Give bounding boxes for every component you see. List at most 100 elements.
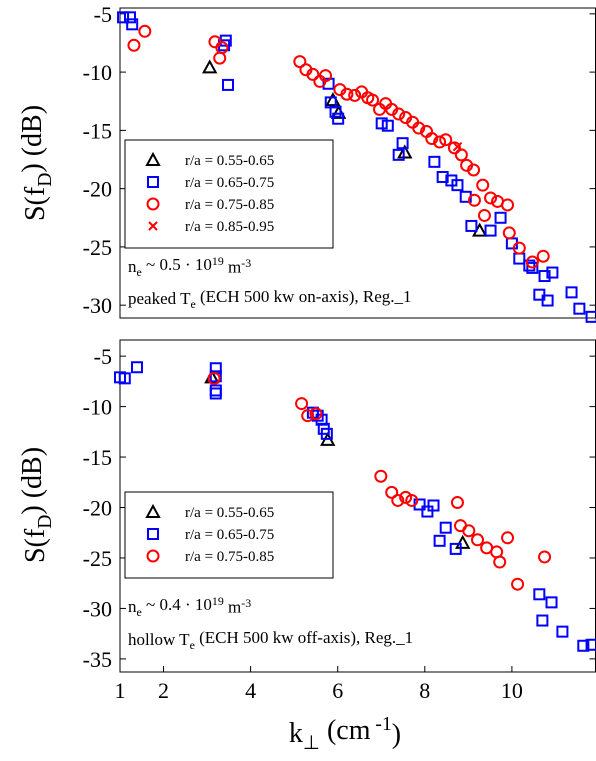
annotation: hollow Te (ECH 500 kw off-axis), Reg._1 [128,628,413,652]
circle-marker [309,407,323,421]
circle-marker [385,485,399,499]
annotation-part: e [137,605,142,619]
circle-marker [476,178,490,192]
triangle-marker [325,91,341,107]
circle-marker [138,24,152,38]
square-marker [538,270,551,283]
circle-marker [538,550,552,564]
annotation-part: m [224,598,241,617]
y-axis-label-part: D [35,173,56,187]
y-tick-label: -20 [83,496,112,521]
square-marker [421,505,434,518]
y-tick-label: -35 [83,647,112,672]
y-tick-label: -25 [83,546,112,571]
circle-marker [340,87,354,101]
square-marker [118,372,131,385]
annotation-part: peaked T [128,289,191,308]
square-marker [585,310,596,323]
circle-marker [405,493,419,507]
circle-marker [467,193,481,207]
triangle-marker [330,104,347,119]
triangle-marker [397,144,413,159]
legend-marker [146,549,160,563]
legend-marker [145,151,161,166]
x-tick-label: 4 [245,678,256,703]
square-marker [209,387,222,400]
panel: -5 -10 -15 -20 -25 -30 r/a = 0.55-0.65 r/a = 0.… [83,2,596,323]
circle-marker [207,371,221,385]
square-marker [546,266,559,279]
y-tick-label: -5 [94,2,112,27]
square-marker [556,625,569,638]
circle-marker [493,555,507,569]
circle-marker [433,135,447,149]
y-axis-label: S(fD) (dB) [17,105,56,221]
square-marker [536,614,549,627]
circle-marker [536,249,550,263]
circle-marker [412,121,426,135]
circle-marker [484,191,498,205]
circle-marker [470,533,484,547]
y-axis-label-part: S(f [20,528,51,563]
circle-marker [392,107,406,121]
legend-marker [147,528,159,540]
square-marker [533,588,546,601]
circle-marker [319,69,333,83]
legend-marker [146,197,160,211]
square-marker [494,211,507,224]
annotation: ne ~ 0.4 · 1019 m-3 [128,594,251,619]
square-marker [396,137,409,150]
square-marker [221,78,234,91]
x-tick-label: 2 [158,678,169,703]
y-tick-label: -30 [83,293,112,318]
x-axis-label: k⊥ (cm -1) [289,714,401,754]
square-marker [513,252,526,265]
annotation-part: n [128,257,137,276]
square-marker [329,105,342,118]
square-marker [449,542,462,555]
circle-marker [215,41,229,55]
y-axis-label-part: S(f [20,186,51,221]
legend-marker [147,176,159,188]
square-marker [465,219,478,232]
square-marker [451,179,464,192]
legend-label: r/a = 0.85-0.95 [185,219,274,235]
circle-marker [467,163,481,177]
circle-marker [425,132,439,146]
x-axis-label-part: -1 [371,714,392,735]
panel: -5 -10 -15 -20 -25 -30 -351 2 4 6 8 10 r/a = 0.55-0.… [83,339,596,703]
annotation-part: n [128,597,137,616]
legend-label: r/a = 0.65-0.75 [185,527,274,543]
circle-marker [348,88,362,102]
circle-marker [511,577,525,591]
square-marker [124,11,137,24]
circle-marker [293,55,307,69]
legend-label: r/a = 0.65-0.75 [185,175,274,191]
square-marker [436,170,449,183]
square-marker [209,370,222,383]
y-tick-label: -15 [83,118,112,143]
square-marker [428,155,441,168]
annotation-part: 19 [212,594,224,608]
legend-marker [148,221,158,231]
square-marker [523,259,536,272]
y-tick-label: -20 [83,177,112,202]
y-tick-label: -10 [83,395,112,420]
legend-marker [145,503,161,518]
square-marker [565,286,578,299]
square-marker [381,119,394,132]
circle-marker [454,148,468,162]
y-axis-label-part: ) (dB) [17,447,48,515]
square-marker [585,638,596,651]
legend-label: r/a = 0.75-0.85 [185,549,274,565]
circle-marker [501,531,515,545]
annotation-part: (ECH 500 kw off-axis), Reg._1 [195,628,413,647]
circle-marker [295,397,309,411]
annotation-part: -3 [241,256,251,270]
triangle-marker [455,534,471,549]
y-tick-label: -5 [94,344,112,369]
y-axis-label-part: ) (dB) [17,105,48,173]
circle-marker [301,409,315,423]
annotation-part: 19 [212,254,224,268]
